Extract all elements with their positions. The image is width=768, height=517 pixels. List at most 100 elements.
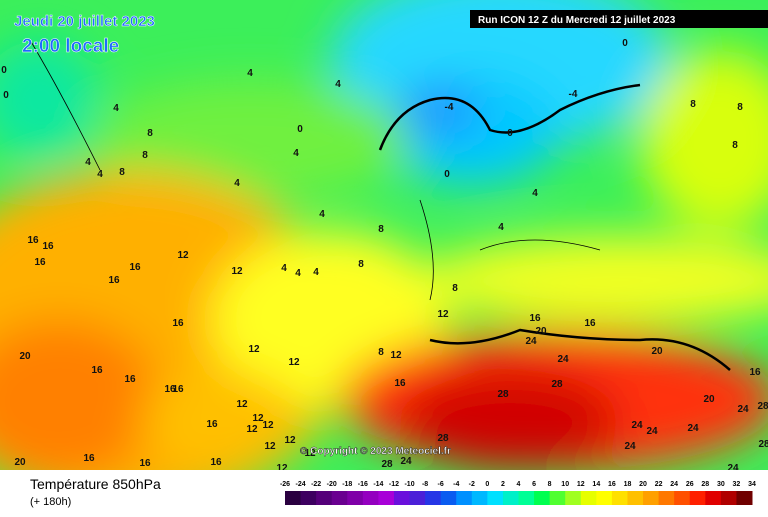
legend-tick-label: -20 — [327, 481, 337, 488]
forecast-date: Jeudi 20 juillet 2023 — [14, 13, 155, 30]
legend-tick-label: 28 — [701, 481, 709, 488]
contour-label: 4 — [281, 263, 287, 274]
legend-tick-label: -14 — [373, 481, 383, 488]
contour-label: 4 — [319, 209, 325, 220]
contour-label: 12 — [252, 413, 264, 424]
contour-label: 16 — [529, 313, 541, 324]
footer-offset: (+ 180h) — [30, 496, 71, 508]
contour-label: 4 — [532, 188, 538, 199]
contour-label: 0 — [507, 128, 513, 139]
contour-label: 12 — [288, 357, 300, 368]
contour-label: 16 — [108, 275, 120, 286]
contour-label: 12 — [304, 448, 316, 459]
contour-label: 8 — [732, 140, 738, 151]
copyright: © Copyright © 2023 Meteociel.fr — [300, 446, 451, 457]
legend-swatch — [549, 491, 566, 505]
contour-label: 24 — [737, 404, 749, 415]
contour-label: 16 — [124, 374, 136, 385]
contour-label: -4 — [569, 89, 578, 100]
contour-label: 16 — [749, 367, 761, 378]
legend-tick-label: -26 — [280, 481, 290, 488]
contour-label: 12 — [437, 309, 449, 320]
legend-swatch — [502, 491, 519, 505]
legend-swatch — [362, 491, 379, 505]
contour-label: 16 — [164, 384, 176, 395]
legend-tick-label: 16 — [608, 481, 616, 488]
legend-swatch — [643, 491, 660, 505]
contour-label: 12 — [248, 344, 260, 355]
legend-swatch — [471, 491, 488, 505]
contour-label: 0 — [1, 65, 7, 76]
legend-tick-label: -16 — [358, 481, 368, 488]
contour-label: 20 — [535, 326, 547, 337]
run-banner — [470, 10, 768, 28]
contour-label: 24 — [631, 420, 643, 431]
contour-label: 20 — [651, 346, 663, 357]
contour-label: 4 — [335, 79, 341, 90]
contour-label: 24 — [646, 426, 658, 437]
legend-swatch — [409, 491, 426, 505]
contour-label: 16 — [584, 318, 596, 329]
legend-tick-label: -18 — [342, 481, 352, 488]
legend-tick-label: 10 — [561, 481, 569, 488]
contour-label: 8 — [690, 99, 696, 110]
contour-label: 24 — [687, 423, 699, 434]
legend-tick-label: 4 — [517, 481, 521, 488]
contour-label: 28 — [757, 401, 768, 412]
legend-tick-label: 2 — [501, 481, 505, 488]
contour-label: 0 — [444, 169, 450, 180]
contour-label: 28 — [551, 379, 563, 390]
legend-swatch — [580, 491, 597, 505]
contour-label: 24 — [400, 456, 412, 467]
contour-label: 28 — [758, 439, 768, 450]
legend-swatch — [456, 491, 473, 505]
legend-tick-label: 0 — [485, 481, 489, 488]
legend-swatch — [518, 491, 535, 505]
contour-label: 16 — [210, 457, 222, 468]
legend-swatch — [331, 491, 348, 505]
legend-tick-label: 18 — [624, 481, 632, 488]
legend-tick-label: 26 — [686, 481, 694, 488]
contour-label: 0 — [3, 90, 9, 101]
contour-label: 4 — [247, 68, 253, 79]
contour-label: -4 — [445, 102, 454, 113]
contour-label: 12 — [284, 435, 296, 446]
forecast-time: 2:00 locale — [22, 36, 119, 57]
contour-label: 0 — [297, 124, 303, 135]
contour-label: 12 — [177, 250, 189, 261]
legend-tick-label: 12 — [577, 481, 585, 488]
contour-label: 16 — [206, 419, 218, 430]
legend-tick-label: 34 — [748, 481, 756, 488]
contour-label: 8 — [147, 128, 153, 139]
legend-swatch — [705, 491, 722, 505]
contour-label: 20 — [703, 394, 715, 405]
legend-swatch — [658, 491, 675, 505]
legend-swatch — [378, 491, 395, 505]
legend-tick-label: -24 — [296, 481, 306, 488]
legend-swatch — [627, 491, 644, 505]
contour-label: 12 — [236, 399, 248, 410]
legend-tick-label: -4 — [453, 481, 459, 488]
contour-label: 12 — [262, 420, 274, 431]
contour-label: 16 — [83, 453, 95, 464]
contour-label: 16 — [34, 257, 46, 268]
contour-label: 4 — [498, 222, 504, 233]
legend-tick-label: 30 — [717, 481, 725, 488]
contour-label: 4 — [85, 157, 91, 168]
footer-title: Température 850hPa — [30, 476, 161, 492]
contour-label: 16 — [172, 384, 184, 395]
legend-tick-label: -6 — [438, 481, 444, 488]
contour-label: 12 — [231, 266, 243, 277]
contour-label: 24 — [557, 354, 569, 365]
legend-tick-label: 20 — [639, 481, 647, 488]
contour-label: 12 — [276, 463, 288, 474]
legend-swatch — [285, 491, 302, 505]
legend-swatch — [425, 491, 442, 505]
legend-tick-label: 8 — [548, 481, 552, 488]
contour-label: 16 — [129, 262, 141, 273]
contour-label: 20 — [14, 457, 26, 468]
contour-label: 12 — [246, 424, 258, 435]
